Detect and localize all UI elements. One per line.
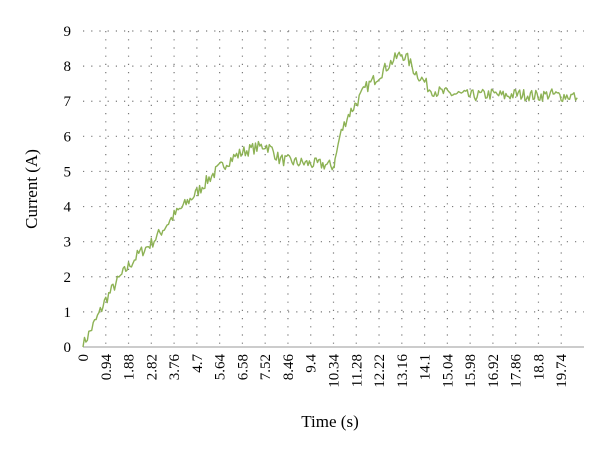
current-series-line <box>82 51 578 348</box>
x-tick-label: 15.04 <box>440 354 456 388</box>
y-tick-labels: 0 1 2 3 4 5 6 7 8 9 <box>64 24 72 356</box>
y-tick-label: 6 <box>64 129 72 145</box>
x-tick-label: 0 <box>76 354 92 362</box>
y-tick-label: 5 <box>64 164 72 180</box>
x-tick-label: 2.82 <box>144 354 160 380</box>
x-tick-label: 3.76 <box>167 354 183 381</box>
x-tick-label: 6.58 <box>235 354 251 380</box>
x-tick-label: 7.52 <box>258 354 274 380</box>
y-tick-label: 1 <box>64 305 72 321</box>
x-tick-label: 0.94 <box>99 354 115 381</box>
x-tick-label: 14.1 <box>418 354 434 380</box>
y-tick-label: 3 <box>64 235 72 251</box>
x-tick-label: 19.74 <box>554 354 570 388</box>
x-tick-label: 5.64 <box>213 354 229 381</box>
x-tick-label: 1.88 <box>122 354 138 380</box>
x-tick-label: 10.34 <box>327 354 343 388</box>
x-tick-label: 15.98 <box>463 354 479 388</box>
x-tick-label: 4.7 <box>190 354 206 373</box>
y-tick-label: 2 <box>64 270 72 286</box>
x-tick-label: 17.86 <box>509 354 525 388</box>
x-tick-label: 8.46 <box>281 354 297 381</box>
x-tick-label: 11.28 <box>349 354 365 387</box>
x-tick-label: 13.16 <box>395 354 411 388</box>
grid-lines <box>83 30 584 347</box>
y-tick-label: 8 <box>64 59 72 75</box>
y-tick-label: 9 <box>64 24 72 40</box>
x-tick-label: 18.8 <box>531 354 547 380</box>
y-tick-label: 7 <box>64 94 72 110</box>
x-tick-label: 12.22 <box>372 354 388 388</box>
series-layer <box>82 51 578 348</box>
y-axis-title: Current (A) <box>22 149 41 229</box>
x-tick-labels: 0 0.94 1.88 2.82 3.76 4.7 5.64 6.58 7.52 8.46 9.4 1… <box>76 354 570 388</box>
x-tick-label: 16.92 <box>486 354 502 388</box>
y-tick-label: 4 <box>64 200 72 216</box>
x-tick-label: 9.4 <box>304 354 320 373</box>
y-tick-label: 0 <box>64 340 72 356</box>
x-axis-title: Time (s) <box>301 412 358 431</box>
